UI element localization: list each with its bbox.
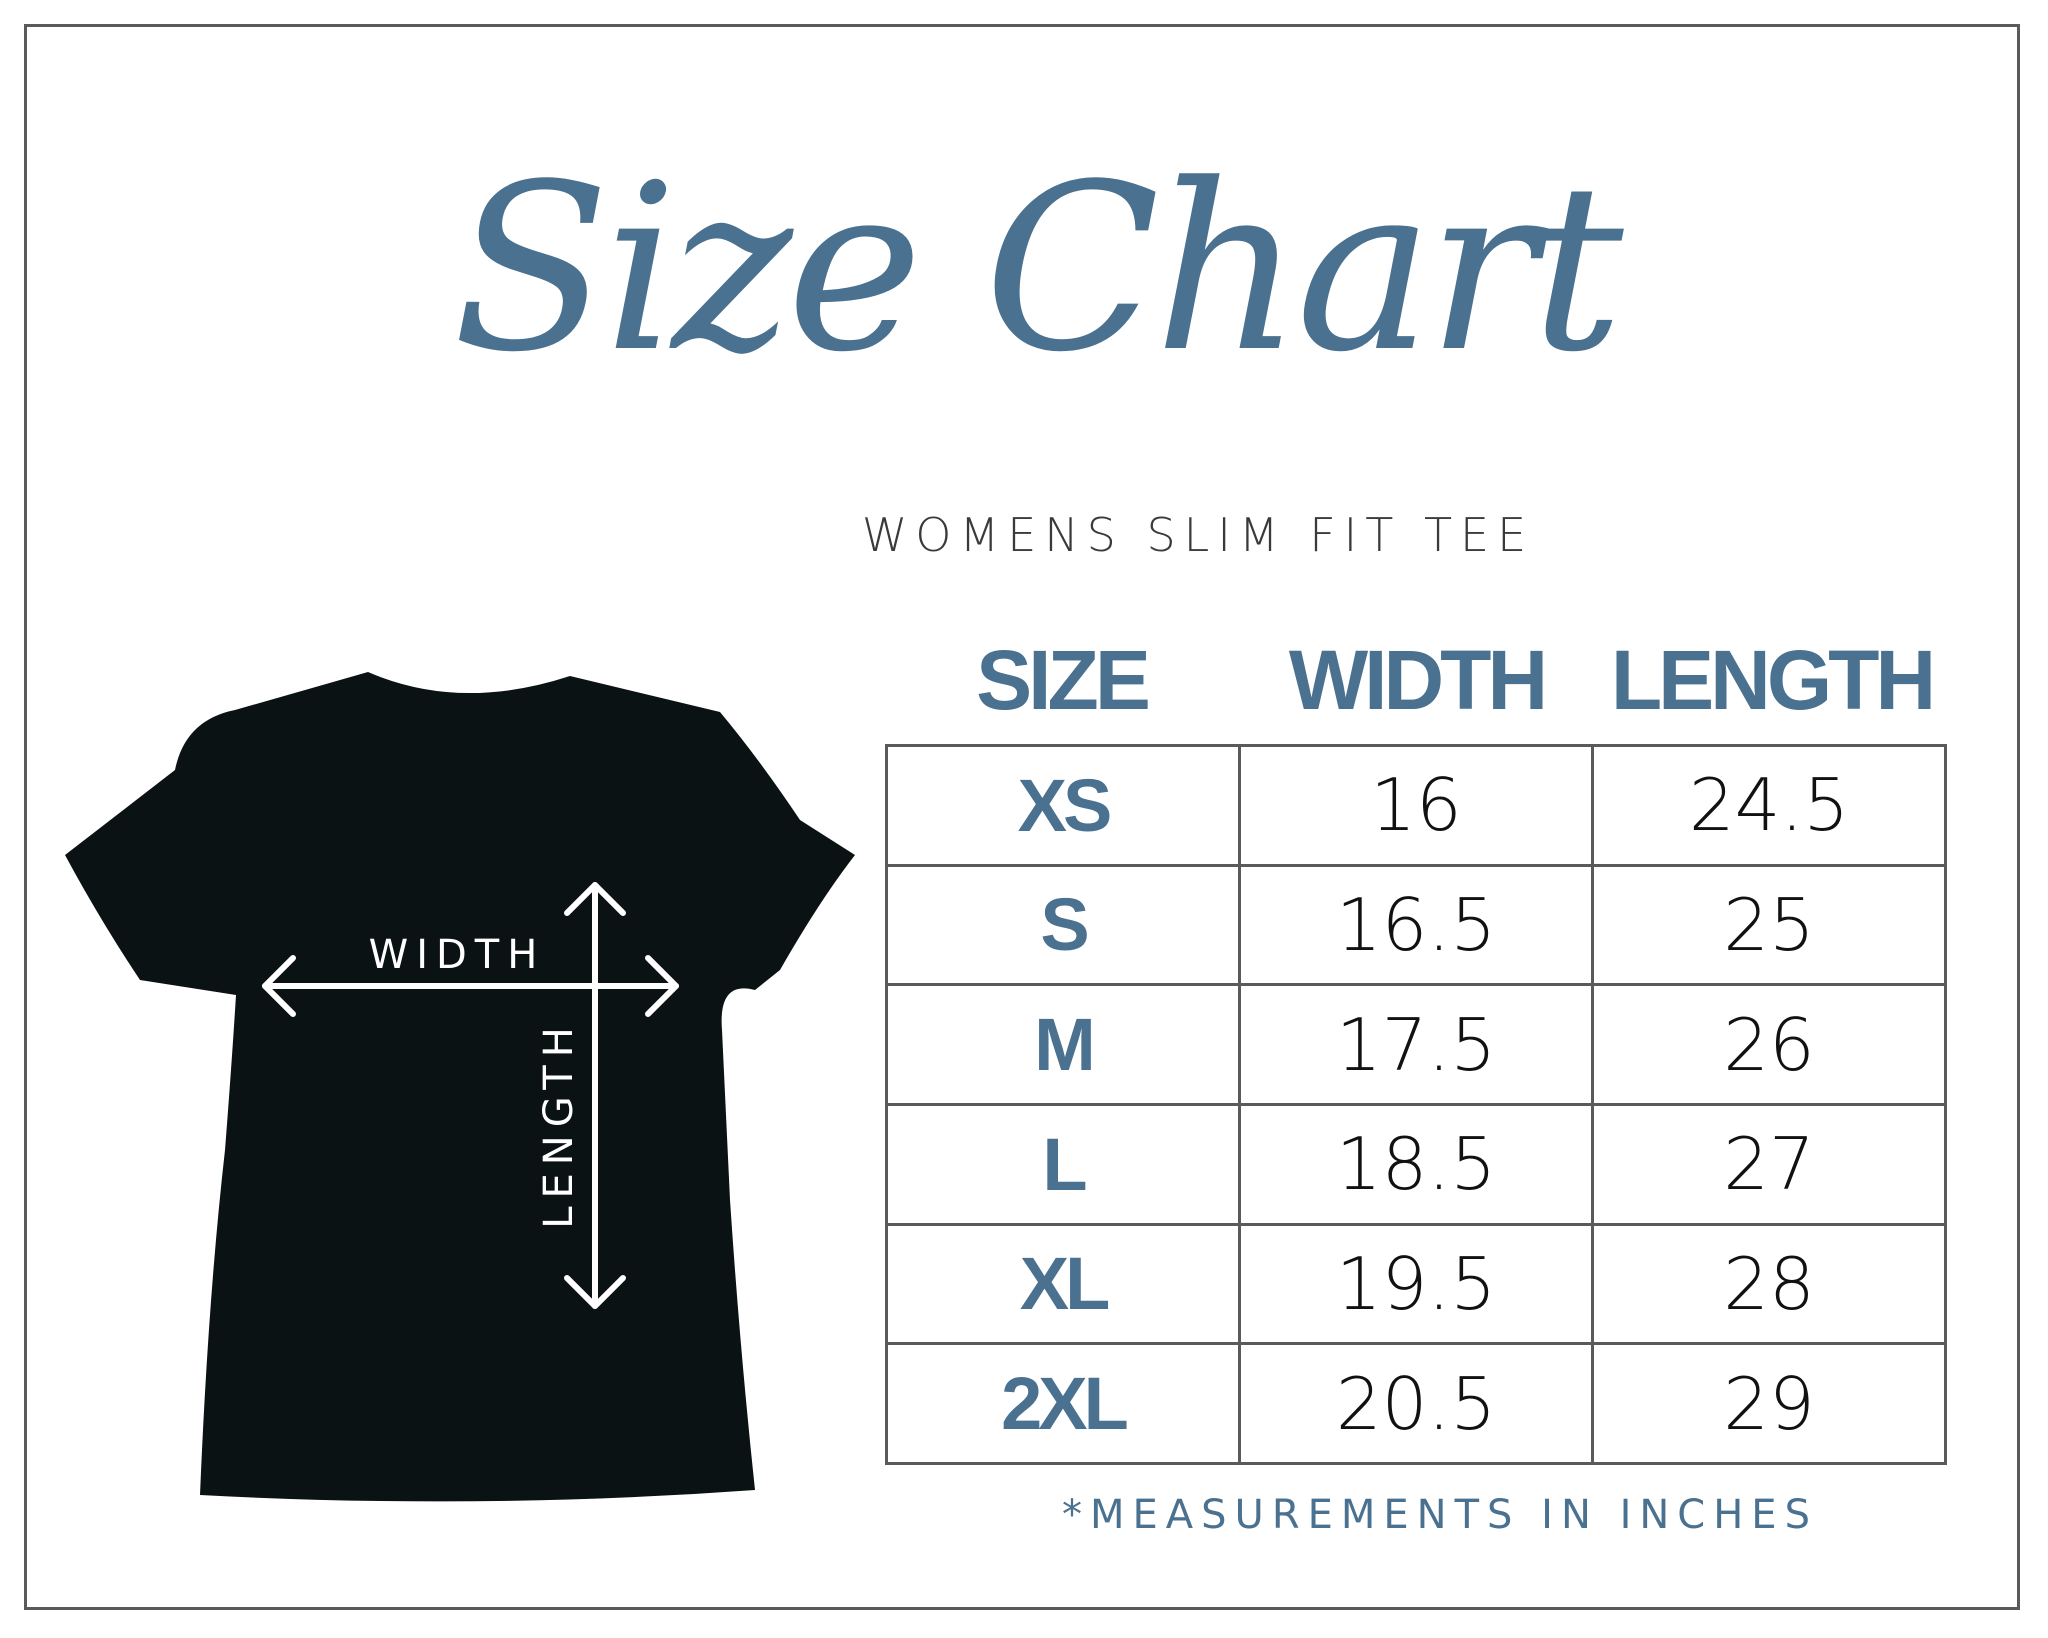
table-row: XS 16 24.5 (885, 744, 1947, 867)
page-title: Size Chart (452, 136, 1623, 403)
length-arrow-bottom-head (564, 1275, 626, 1309)
length-cell: 25 (1591, 863, 1947, 987)
size-table: XS 16 24.5 S 16.5 25 M 17.5 26 L 18.5 27 XL 19.5 2… (885, 744, 1947, 1465)
page-border (24, 24, 2020, 1610)
table-row: L 18.5 27 (885, 1102, 1947, 1226)
size-cell: S (885, 863, 1241, 987)
length-arrow-top-head (564, 882, 626, 916)
size-cell: L (885, 1102, 1241, 1226)
width-cell: 16.5 (1238, 863, 1594, 987)
footnote: *MEASUREMENTS IN INCHES (1062, 1492, 1818, 1538)
header-size: SIZE (976, 633, 1151, 727)
width-cell: 19.5 (1238, 1222, 1594, 1346)
table-row: XL 19.5 28 (885, 1222, 1947, 1346)
width-label: WIDTH (369, 932, 546, 978)
length-cell: 26 (1591, 983, 1947, 1106)
size-cell: XL (885, 1222, 1241, 1346)
width-arrow-left-head (262, 955, 296, 1017)
width-cell: 16 (1238, 744, 1594, 867)
subtitle: WOMENS SLIM FIT TEE (861, 508, 1535, 562)
header-width: WIDTH (1288, 633, 1548, 727)
width-cell: 18.5 (1238, 1102, 1594, 1226)
length-cell: 28 (1591, 1222, 1947, 1346)
table-row: S 16.5 25 (885, 863, 1947, 987)
length-label: LENGTH (536, 1019, 582, 1229)
width-cell: 20.5 (1238, 1342, 1594, 1465)
tshirt-image (65, 672, 855, 1502)
length-cell: 27 (1591, 1102, 1947, 1226)
width-arrow-right-head (645, 955, 679, 1017)
table-row: 2XL 20.5 29 (885, 1342, 1947, 1465)
width-cell: 17.5 (1238, 983, 1594, 1106)
length-cell: 29 (1591, 1342, 1947, 1465)
table-row: M 17.5 26 (885, 983, 1947, 1106)
size-cell: M (885, 983, 1241, 1106)
length-cell: 24.5 (1591, 744, 1947, 867)
header-length: LENGTH (1610, 633, 1936, 727)
size-cell: 2XL (885, 1342, 1241, 1465)
size-cell: XS (885, 744, 1241, 867)
